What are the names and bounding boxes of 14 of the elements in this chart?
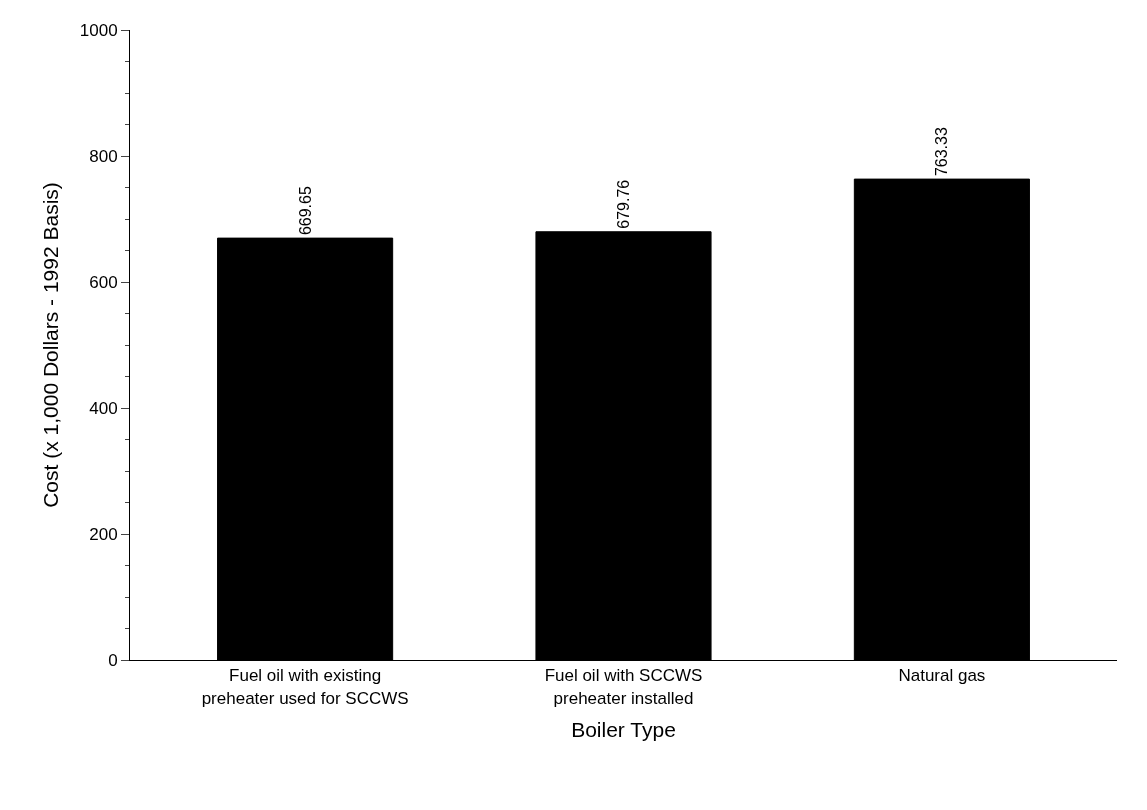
x-axis-title: Boiler Type — [571, 717, 676, 741]
y-tick-label: 600 — [89, 272, 118, 292]
data-label: 763.33 — [933, 127, 951, 177]
y-tick-label: 800 — [89, 146, 118, 166]
y-axis-title: Cost (x 1,000 Dollars - 1992 Basis) — [38, 182, 62, 508]
x-tick-label: Fuel oil with existing preheater used for SCCWS — [201, 666, 409, 708]
y-tick-label: 0 — [108, 650, 118, 670]
data-label: 669.65 — [296, 186, 314, 236]
y-tick-label: 200 — [89, 524, 118, 544]
data-label: 679.76 — [615, 179, 632, 229]
y-tick-label: 1000 — [79, 20, 118, 40]
x-tick-label: Fuel oil with SCCWS preheater installed — [544, 666, 703, 708]
x-tick-label: Natural gas — [898, 666, 986, 686]
y-tick-label: 400 — [89, 398, 118, 418]
